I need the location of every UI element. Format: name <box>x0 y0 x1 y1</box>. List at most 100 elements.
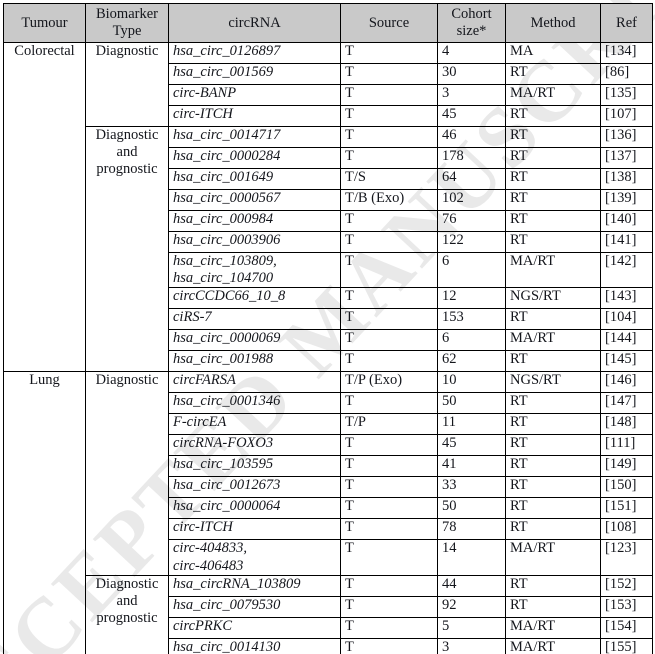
biomarker-type-line: and <box>116 592 138 609</box>
table-row: hsa_circ_0000567 T/B (Exo) 102 RT [139] <box>4 189 653 212</box>
cell-circrna-line2: hsa_circ_104700 <box>173 270 274 287</box>
cell-ref: [107] <box>600 105 653 128</box>
cell-method: RT <box>505 210 601 233</box>
cell-circrna: circ-BANP <box>168 84 341 107</box>
cell-ref: [139] <box>600 189 653 212</box>
cell-cohort-size: 45 <box>437 105 506 128</box>
cell-cohort-size: 12 <box>437 287 506 310</box>
cell-method: RT <box>505 476 601 499</box>
cell-ref: [142] <box>600 252 653 289</box>
cell-source: T <box>340 616 438 639</box>
cell-circrna: hsa_circ_0079530 <box>168 595 341 618</box>
column-header-biomarker-type: Biomarker Type <box>85 2 169 44</box>
cell-method: RT <box>505 413 601 436</box>
cell-circrna: circ-ITCH <box>168 518 341 541</box>
cell-method: NGS/RT <box>505 287 601 310</box>
table-row: hsa_circ_0003906 T 122 RT [141] <box>4 231 653 254</box>
cell-source: T/P <box>340 413 438 436</box>
cell-circrna: hsa_circ_0014130 <box>168 637 341 654</box>
cell-source: T <box>340 434 438 457</box>
cell-cohort-size: 76 <box>437 210 506 233</box>
cell-cohort-size: 44 <box>437 574 506 597</box>
cell-circrna: circRNA-FOXO3 <box>168 434 341 457</box>
cell-ref: [145] <box>600 350 653 373</box>
table-row: Lung Diagnostic circFARSA T/P (Exo) 10 NGS/RT… <box>3 371 653 654</box>
cell-circrna: circCCDC66_10_8 <box>168 287 341 310</box>
cell-method: MA/RT <box>505 637 601 654</box>
cell-cohort-size: 45 <box>437 434 506 457</box>
cell-ref: [140] <box>600 210 653 233</box>
cell-cohort-size: 50 <box>437 497 506 520</box>
cell-circrna: F-circEA <box>168 413 341 436</box>
table-row: ciRS-7 T 153 RT [104] <box>4 308 653 331</box>
cell-cohort-size: 10 <box>437 371 506 394</box>
cell-tumour: Colorectal <box>3 42 86 373</box>
cell-cohort-size: 11 <box>437 413 506 436</box>
cell-circrna-line1: hsa_circ_103809, <box>173 253 277 270</box>
cell-source: T <box>340 105 438 128</box>
cell-method: RT <box>505 308 601 331</box>
biomarker-type-line: Diagnostic <box>95 43 159 60</box>
cell-method: MA/RT <box>505 539 601 576</box>
biomarker-type-line: Diagnostic <box>95 127 159 144</box>
table-header: Tumour Biomarker Type circRNA Source Coh… <box>3 2 653 44</box>
cell-ref: [150] <box>600 476 653 499</box>
cell-circrna: hsa_circ_0000064 <box>168 497 341 520</box>
table-row: hsa_circ_0014130 T 3 MA/RT [155] <box>4 637 653 654</box>
cell-ref: [155] <box>600 637 653 654</box>
cell-cohort-size: 3 <box>437 84 506 107</box>
cell-biomarker-type: Diagnostic and prognostic <box>85 574 169 654</box>
cell-ref: [137] <box>600 147 653 170</box>
cell-cohort-size: 41 <box>437 455 506 478</box>
cell-ref: [134] <box>600 42 653 65</box>
cell-circrna: hsa_circ_0001346 <box>168 392 341 415</box>
cell-circrna: circPRKC <box>168 616 341 639</box>
cell-method: NGS/RT <box>505 371 601 394</box>
cell-biomarker-type: Diagnostic <box>85 42 169 128</box>
cell-circrna: hsa_circ_001569 <box>168 63 341 86</box>
cell-ref: [146] <box>600 371 653 394</box>
cell-source: T <box>340 455 438 478</box>
cell-method: MA/RT <box>505 84 601 107</box>
cell-ref: [136] <box>600 126 653 149</box>
cell-method: MA/RT <box>505 329 601 352</box>
cell-method: RT <box>505 350 601 373</box>
cell-method: RT <box>505 168 601 191</box>
table-row: Colorectal Diagnostic hsa_circ_0126897 T 4 MA… <box>3 42 653 373</box>
circrna-biomarker-table: Tumour Biomarker Type circRNA Source Coh… <box>3 2 653 654</box>
cell-source: T <box>340 126 438 149</box>
cell-source: T <box>340 42 438 65</box>
cell-method: RT <box>505 189 601 212</box>
cell-source: T <box>340 329 438 352</box>
cell-circrna: hsa_circ_0003906 <box>168 231 341 254</box>
table-row: hsa_circ_0001346 T 50 RT [147] <box>4 392 653 415</box>
cell-cohort-size: 78 <box>437 518 506 541</box>
cell-source: T <box>340 350 438 373</box>
cell-ref: [147] <box>600 392 653 415</box>
cell-circrna: hsa_circ_0014717 <box>168 126 341 149</box>
cell-circrna: hsa_circ_103595 <box>168 455 341 478</box>
cell-ref: [144] <box>600 329 653 352</box>
cell-circrna: hsa_circ_103809, hsa_circ_104700 <box>168 252 341 289</box>
column-header-cohort-size-line1: Cohort <box>451 6 492 22</box>
cell-cohort-size: 62 <box>437 350 506 373</box>
cell-method: MA/RT <box>505 616 601 639</box>
cell-method: RT <box>505 518 601 541</box>
table-row: circ-ITCH T 78 RT [108] <box>4 518 653 541</box>
cell-ref: [154] <box>600 616 653 639</box>
biomarker-type-line: Diagnostic <box>95 372 159 389</box>
cell-cohort-size: 3 <box>437 637 506 654</box>
column-header-tumour: Tumour <box>3 2 86 44</box>
cell-circrna: hsa_circ_0012673 <box>168 476 341 499</box>
circrna-biomarker-table-wrapper: Tumour Biomarker Type circRNA Source Coh… <box>3 2 653 654</box>
cell-ref: [108] <box>600 518 653 541</box>
cell-method: RT <box>505 147 601 170</box>
table-row: circ-404833, circ-406483 T 14 MA/RT [123] <box>4 539 653 576</box>
cell-circrna-line2: circ-406483 <box>173 557 244 574</box>
column-header-method: Method <box>505 2 601 44</box>
cell-cohort-size: 33 <box>437 476 506 499</box>
cell-method: MA <box>505 42 601 65</box>
cell-biomarker-type: Diagnostic <box>85 371 169 576</box>
biomarker-type-line: prognostic <box>96 609 158 626</box>
cell-method: RT <box>505 574 601 597</box>
